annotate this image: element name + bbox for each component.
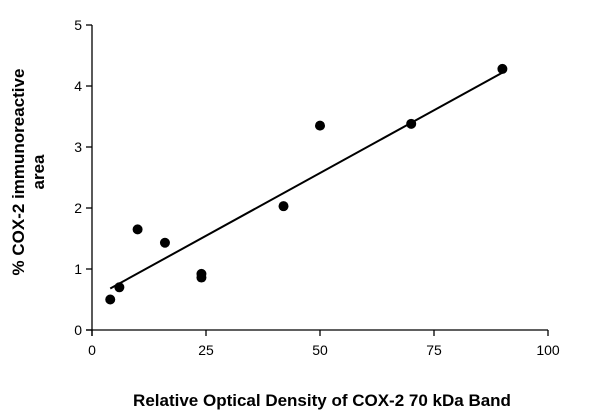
data-point — [406, 118, 417, 129]
x-tick-label: 50 — [312, 342, 328, 358]
x-tick-label: 75 — [426, 342, 442, 358]
y-tick-label: 2 — [74, 200, 82, 216]
y-tick-label: 3 — [74, 139, 82, 155]
data-point — [497, 63, 508, 74]
y-tick-label: 4 — [74, 78, 82, 94]
y-axis-title-line-1: % COX-2 immunoreactive — [9, 69, 28, 276]
x-tick-label: 0 — [88, 342, 96, 358]
y-tick-label: 1 — [74, 261, 82, 277]
regression-line — [109, 71, 503, 290]
y-axis-title: % COX-2 immunoreactive area — [9, 69, 48, 276]
y-axis-title-line-2: area — [29, 154, 48, 190]
data-point — [196, 272, 207, 283]
data-point — [315, 120, 325, 131]
data-point — [114, 282, 125, 293]
x-axis-title: Relative Optical Density of COX-2 70 kDa… — [133, 391, 511, 410]
data-point — [159, 237, 170, 248]
x-tick-label: 25 — [198, 342, 214, 358]
x-tick-label: 100 — [536, 342, 560, 358]
y-tick-label: 0 — [74, 322, 82, 338]
data-point — [132, 224, 143, 235]
data-point — [105, 294, 116, 305]
y-tick-label: 5 — [74, 17, 82, 33]
data-point — [278, 201, 289, 212]
